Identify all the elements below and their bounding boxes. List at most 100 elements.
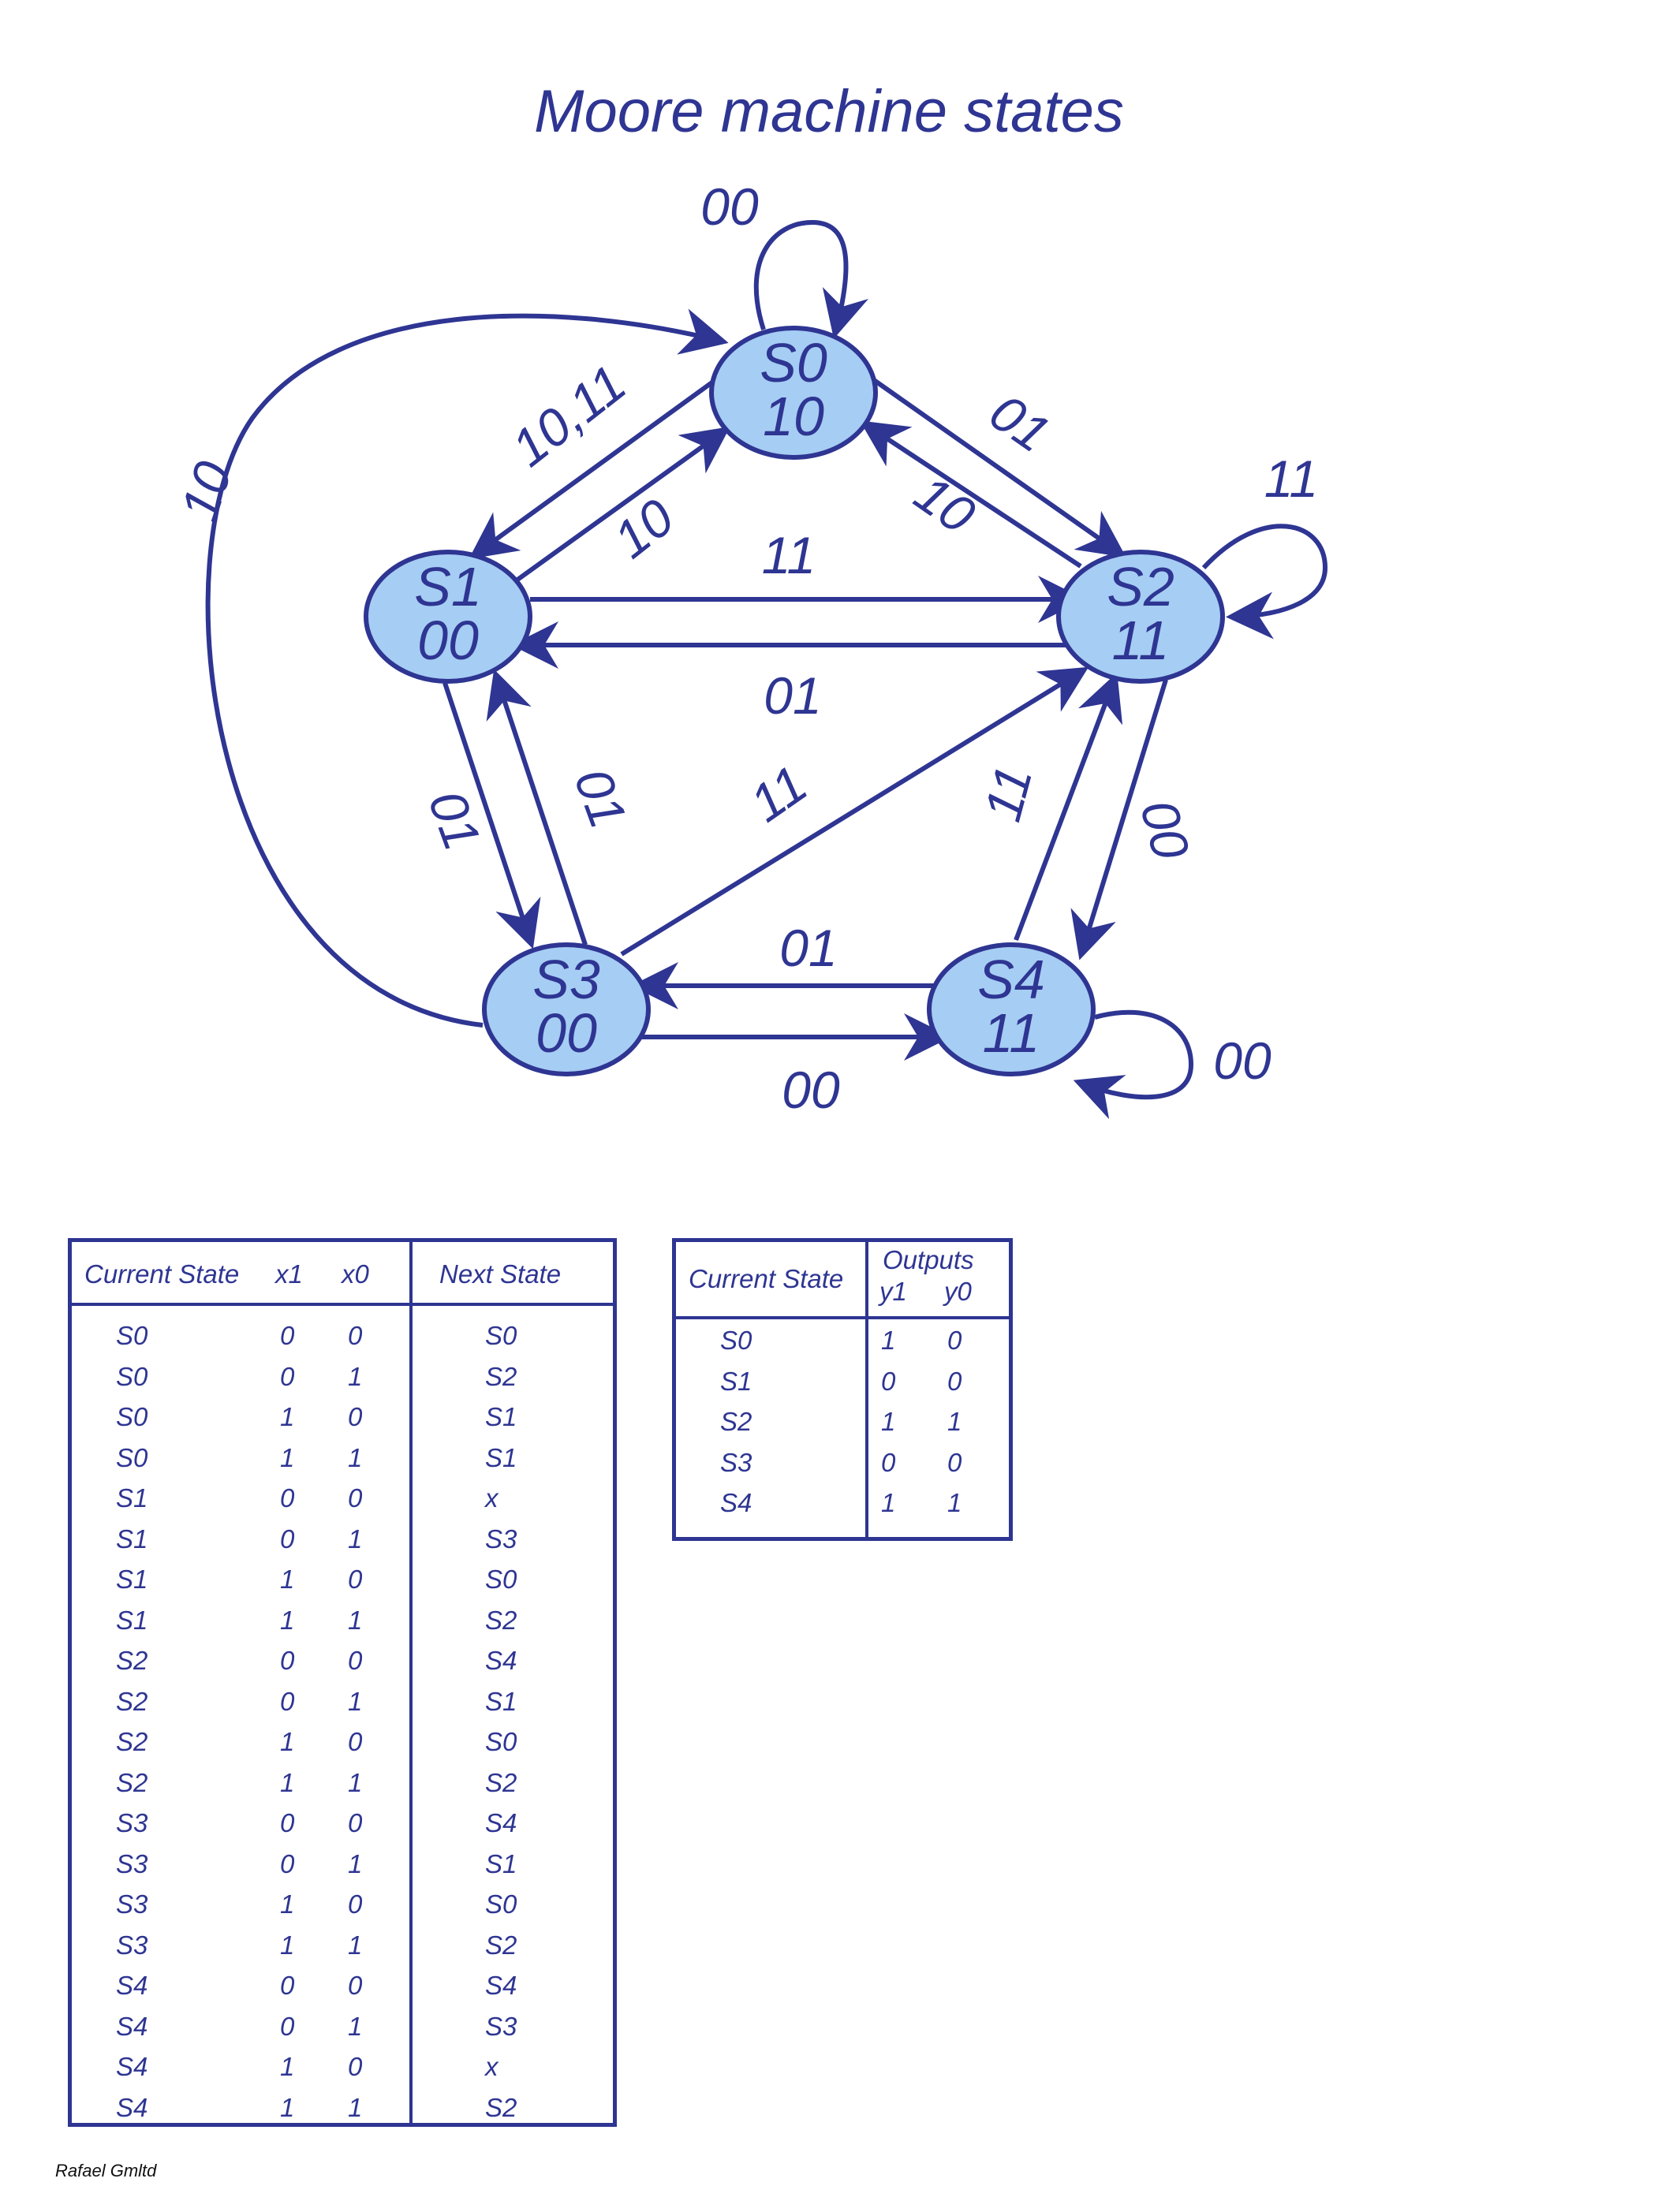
state-ellipse <box>927 942 1096 1076</box>
edge-label-s2-to-s4: 00 <box>1130 794 1201 865</box>
cell-next-state: S1 <box>485 1686 517 1716</box>
cell-x0: 0 <box>348 1321 363 1350</box>
edge-label-s3-to-s2: 11 <box>740 754 818 833</box>
cell-current-state: S1 <box>116 1565 148 1594</box>
edge-label-s4-to-s3: 01 <box>779 919 837 977</box>
edge-s3-to-s2 <box>620 666 1089 957</box>
cell-current-state: S2 <box>720 1407 752 1436</box>
cell-next-state: S0 <box>485 1727 517 1756</box>
cell-next-state: S2 <box>485 1361 517 1391</box>
cell-next-state: S4 <box>485 1646 517 1675</box>
cell-y1: 0 <box>881 1366 896 1396</box>
header-x0: x0 <box>342 1259 369 1289</box>
header-divider <box>72 1303 613 1306</box>
cell-current-state: S4 <box>116 1971 148 2000</box>
cell-next-state: S3 <box>485 2011 517 2041</box>
cell-y0: 0 <box>947 1366 962 1396</box>
cell-x1: 1 <box>280 1889 295 1919</box>
edge-label-s3-to-s1: 01 <box>563 761 638 835</box>
cell-current-state: S4 <box>116 2092 148 2122</box>
cell-current-state: S1 <box>116 1605 148 1635</box>
cell-x1: 0 <box>280 1848 295 1878</box>
cell-x0: 0 <box>348 1483 363 1513</box>
edge-s3-to-s1 <box>486 669 588 946</box>
edge-s2-to-s4 <box>1070 679 1168 961</box>
state-name: S4 <box>977 949 1045 1010</box>
cell-y1: 1 <box>881 1326 896 1355</box>
state-output: 00 <box>536 1002 597 1064</box>
edge-label-s0-to-s1: 10,11 <box>501 353 637 477</box>
cell-next-state: x <box>485 1483 499 1513</box>
transition-edges <box>205 219 1328 1120</box>
cell-current-state: S3 <box>720 1447 752 1477</box>
state-ellipse <box>482 942 651 1076</box>
edge-s0-to-s2 <box>872 378 1126 558</box>
cell-x0: 1 <box>348 1361 363 1391</box>
cell-x0: 1 <box>348 1442 363 1472</box>
cell-next-state: S4 <box>485 1971 517 2000</box>
cell-y0: 0 <box>947 1326 962 1355</box>
edge-s0-to-s0 <box>753 219 868 339</box>
header-current-state: Current State <box>689 1264 844 1293</box>
header-current-state: Current State <box>84 1259 240 1289</box>
cell-next-state: S1 <box>485 1442 517 1472</box>
cell-next-state: S4 <box>485 1808 517 1837</box>
cell-next-state: S2 <box>485 1767 517 1797</box>
cell-current-state: S3 <box>116 1889 148 1919</box>
cell-x0: 0 <box>348 1727 363 1756</box>
edge-label-s2-to-s1: 01 <box>764 666 821 725</box>
edge-label-s1-to-s0: 10 <box>603 487 685 569</box>
cell-current-state: S2 <box>116 1727 148 1756</box>
edge-label-s4-to-s2: 11 <box>973 759 1043 826</box>
cell-x0: 1 <box>348 2092 363 2122</box>
cell-x1: 1 <box>280 1402 295 1431</box>
header-y1: y1 <box>879 1277 907 1306</box>
cell-x0: 0 <box>348 1646 363 1675</box>
cell-x1: 0 <box>280 1361 295 1391</box>
edge-s4-to-s2 <box>1014 672 1123 942</box>
cell-x0: 0 <box>348 1402 363 1431</box>
cell-y0: 1 <box>947 1407 962 1436</box>
cell-next-state: S2 <box>485 1605 517 1635</box>
cell-next-state: S2 <box>485 1930 517 1960</box>
output-table: Current State Outputs y1 y0 S0 1 0 S1 0 0 S2 1 1… <box>672 1238 1013 1541</box>
cell-x0: 0 <box>348 1971 363 2000</box>
cell-next-state: x <box>485 2052 499 2081</box>
cell-x0: 1 <box>348 1605 363 1635</box>
cell-x1: 0 <box>280 1971 295 2000</box>
cell-x1: 1 <box>280 1727 295 1756</box>
cell-current-state: S2 <box>116 1646 148 1675</box>
cell-x1: 0 <box>280 1686 295 1716</box>
cell-next-state: S0 <box>485 1565 517 1594</box>
cell-x1: 1 <box>280 1565 295 1594</box>
state-name: S1 <box>414 556 482 617</box>
state-output: 10 <box>763 386 824 447</box>
cell-current-state: S2 <box>116 1686 148 1716</box>
credit: Rafael Gmltd <box>55 2161 157 2180</box>
cell-x1: 0 <box>280 1483 295 1513</box>
cell-next-state: S2 <box>485 2092 517 2122</box>
cell-current-state: S1 <box>116 1524 148 1554</box>
cell-x0: 1 <box>348 1848 363 1878</box>
cell-x1: 1 <box>280 2052 295 2081</box>
edge-label-s0-to-s2: 01 <box>980 382 1061 464</box>
cell-next-state: S0 <box>485 1321 517 1350</box>
state-name: S0 <box>760 332 827 394</box>
header-x1: x1 <box>275 1259 303 1289</box>
cell-x1: 0 <box>280 2011 295 2041</box>
cell-current-state: S0 <box>116 1442 148 1472</box>
state-output: 11 <box>983 1002 1040 1064</box>
cell-next-state: S1 <box>485 1848 517 1878</box>
edge-s2-to-s2 <box>1201 524 1328 640</box>
cell-x1: 1 <box>280 1442 295 1472</box>
cell-current-state: S0 <box>720 1326 752 1355</box>
cell-current-state: S0 <box>116 1361 148 1391</box>
cell-x0: 0 <box>348 1565 363 1594</box>
cell-current-state: S4 <box>116 2052 148 2081</box>
cell-current-state: S3 <box>116 1848 148 1878</box>
